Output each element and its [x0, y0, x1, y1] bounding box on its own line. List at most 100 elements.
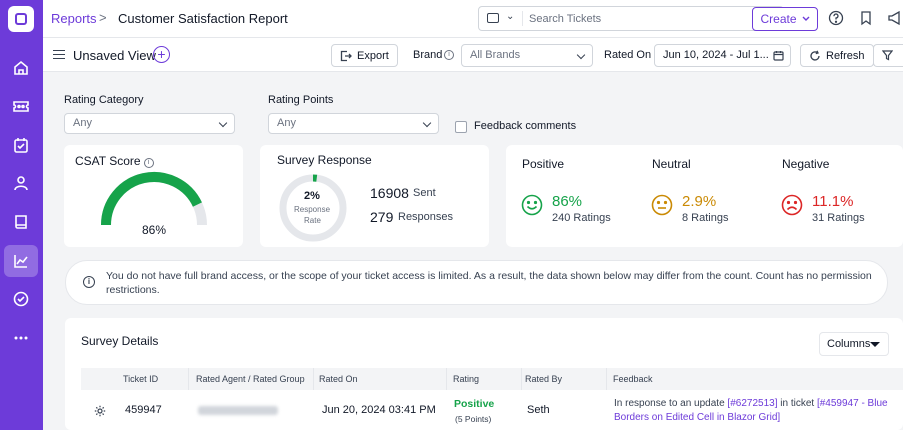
chevron-down-icon: [218, 118, 228, 128]
chevron-down-icon: [422, 118, 432, 128]
rating-points-cell: (5 Points): [455, 414, 492, 424]
ticket-type-icon[interactable]: [487, 13, 499, 23]
feedback-comments-checkbox[interactable]: [455, 121, 467, 133]
search-bar: ⌄: [478, 6, 784, 31]
column-header[interactable]: Rated On: [319, 374, 358, 384]
export-label: Export: [357, 49, 389, 62]
access-notice: i You do not have full brand access, or …: [65, 260, 888, 305]
brand-select-value: All Brands: [470, 49, 521, 61]
brand-select[interactable]: All Brands: [461, 44, 593, 67]
positive-percent: 86%: [552, 193, 583, 210]
csat-score-card: CSAT Score i 86%: [64, 145, 243, 247]
page-title: Customer Satisfaction Report: [118, 11, 288, 26]
negative-title: Negative: [782, 157, 830, 171]
create-button-label: Create: [760, 12, 797, 26]
home-icon[interactable]: [4, 52, 38, 84]
csat-score-value: 86%: [142, 223, 167, 237]
more-icon[interactable]: [4, 322, 38, 354]
rating-category-select[interactable]: Any: [64, 113, 235, 134]
chevron-down-icon[interactable]: ⌄: [506, 11, 515, 22]
survey-details-title: Survey Details: [81, 334, 159, 348]
announcements-icon[interactable]: [887, 10, 903, 26]
access-notice-text: You do not have full brand access, or th…: [106, 270, 872, 296]
export-icon: [340, 50, 352, 61]
negative-percent: 11.1%: [812, 193, 854, 210]
search-input[interactable]: [529, 10, 749, 27]
view-name[interactable]: Unsaved View: [73, 48, 156, 63]
sent-label: Sent: [413, 187, 436, 199]
response-rate-value: 2%: [304, 190, 320, 202]
breadcrumb-separator: >: [99, 10, 107, 25]
gear-icon[interactable]: [94, 405, 106, 417]
caret-down-icon: [870, 342, 880, 347]
responses-count: 279: [370, 209, 394, 225]
help-icon[interactable]: [828, 10, 844, 26]
add-view-button[interactable]: +: [153, 46, 170, 63]
column-header[interactable]: Rated Agent / Rated Group: [196, 374, 305, 384]
ticket-id[interactable]: 459947: [125, 404, 162, 416]
tasks-icon[interactable]: [4, 129, 38, 161]
column-header[interactable]: Rating: [453, 374, 480, 384]
chevron-down-icon: [576, 50, 586, 60]
sentiment-card: Positive 86% 240 Ratings Neutral 2.9% 8 …: [506, 145, 903, 247]
info-icon: i: [83, 276, 95, 288]
column-header[interactable]: Rated By: [525, 374, 563, 384]
breadcrumb-reports[interactable]: Reports: [51, 11, 97, 26]
refresh-button[interactable]: Refresh: [800, 44, 874, 67]
columns-label: Columns: [827, 338, 871, 350]
chevron-down-icon: [802, 16, 810, 21]
create-button[interactable]: Create: [752, 7, 818, 31]
brand-label: Brand: [413, 49, 443, 61]
response-rate-caption-2: Rate: [304, 216, 321, 225]
neutral-title: Neutral: [652, 157, 691, 171]
csat-score-title: CSAT Score i: [75, 154, 154, 168]
calendar-icon: [773, 51, 784, 61]
table-header: Ticket ID Rated Agent / Rated Group Rate…: [81, 368, 903, 390]
refresh-icon: [810, 50, 820, 61]
ticket-link[interactable]: [#459947 - Blue Borders on Edited Cell i…: [614, 398, 888, 423]
rating-points-select[interactable]: Any: [268, 113, 439, 134]
feedback-cell: In response to an update [#6272513] in t…: [614, 398, 888, 423]
report-toolbar: Unsaved View + Export Brand i All Brands…: [43, 38, 903, 72]
rating-cell: Positive: [454, 398, 495, 410]
rating-category-label: Rating Category: [64, 94, 144, 106]
report-content: Rating Category Any Rating Points Any Fe…: [43, 72, 903, 430]
survey-response-card: Survey Response 2% Response Rate 16908 S…: [260, 145, 489, 247]
rating-category-value: Any: [73, 117, 92, 129]
reports-icon[interactable]: [4, 245, 38, 277]
column-header[interactable]: Ticket ID: [123, 374, 159, 384]
positive-ratings: 240 Ratings: [552, 212, 611, 224]
smile-icon: [521, 194, 543, 216]
table-row[interactable]: 459947 Jun 20, 2024 03:41 PM Positive (5…: [81, 390, 903, 430]
info-icon: i: [444, 50, 454, 60]
menu-icon[interactable]: [53, 50, 65, 59]
filter-panel-button[interactable]: [873, 44, 903, 67]
rating-points-label: Rating Points: [268, 94, 334, 106]
redacted-agent-name: [198, 406, 278, 415]
rated-on-cell: Jun 20, 2024 03:41 PM: [322, 404, 436, 416]
response-rate-caption: Response: [294, 205, 331, 214]
response-rate-ring: [279, 174, 347, 242]
rated-on-value: Jun 10, 2024 - Jul 1...: [663, 49, 769, 61]
info-icon: i: [143, 158, 154, 168]
approvals-icon[interactable]: [4, 283, 38, 315]
rated-on-date-range[interactable]: Jun 10, 2024 - Jul 1...: [654, 44, 791, 67]
column-header[interactable]: Feedback: [613, 374, 653, 384]
feedback-comments-label[interactable]: Feedback comments: [474, 120, 577, 132]
top-bar: Reports > Customer Satisfaction Report ⌄…: [43, 0, 903, 38]
contacts-icon[interactable]: [4, 167, 38, 199]
update-link[interactable]: [#6272513]: [727, 398, 778, 409]
columns-button[interactable]: Columns: [819, 332, 889, 356]
tickets-icon[interactable]: [4, 90, 38, 122]
refresh-label: Refresh: [826, 49, 865, 62]
csat-gauge: [101, 172, 207, 226]
bookmark-icon[interactable]: [858, 10, 874, 26]
neutral-percent: 2.9%: [682, 193, 717, 210]
positive-title: Positive: [522, 157, 565, 171]
export-button[interactable]: Export: [331, 44, 398, 67]
knowledge-base-icon[interactable]: [4, 206, 38, 238]
responses-label: Responses: [398, 211, 454, 223]
app-logo[interactable]: [8, 6, 34, 32]
rated-on-label: Rated On: [604, 49, 652, 61]
rating-points-value: Any: [277, 117, 296, 129]
